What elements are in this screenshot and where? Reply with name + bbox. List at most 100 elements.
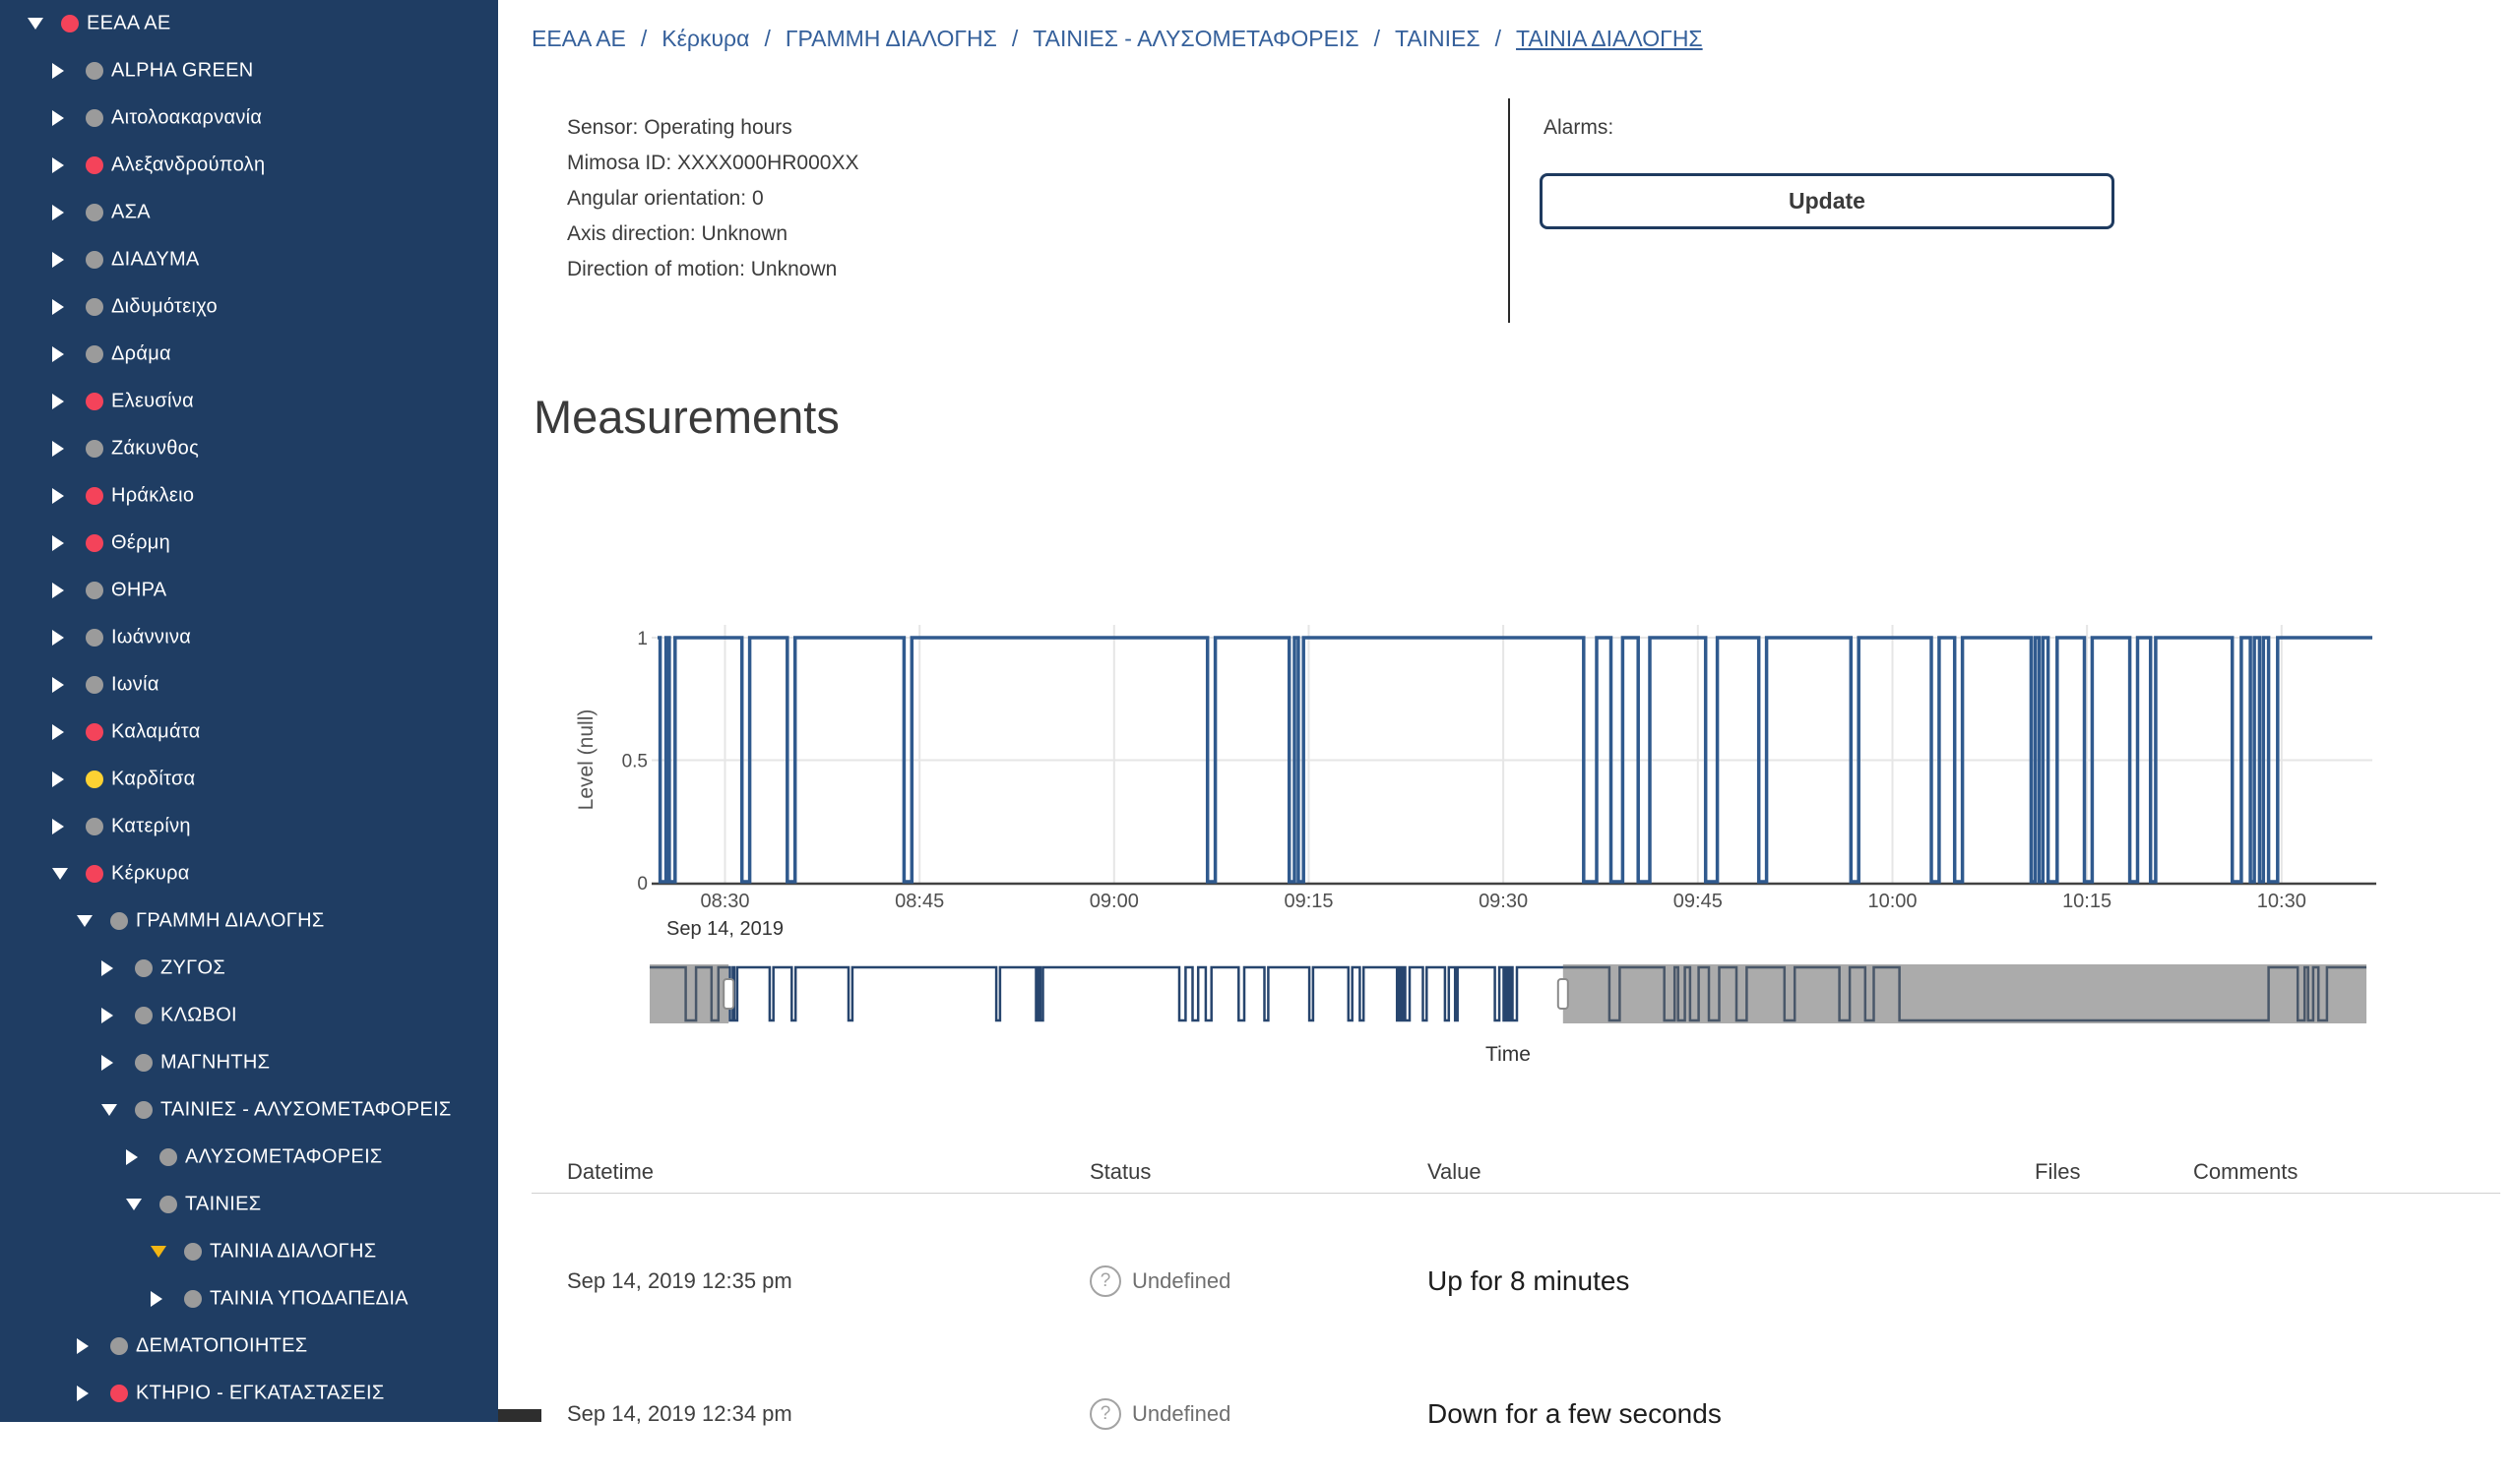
measurement-row[interactable]: Sep 14, 2019 12:35 pm?UndefinedUp for 8 …: [498, 1214, 2520, 1347]
sidebar-item-label: Ιωνία: [111, 674, 159, 697]
status-dot-icon: [184, 1290, 202, 1308]
tree-toggle-right-icon[interactable]: [52, 583, 64, 598]
measurement-datetime: Sep 14, 2019 12:34 pm: [567, 1401, 792, 1427]
tree-toggle-down-icon[interactable]: [52, 868, 68, 880]
sensor-info-line: Sensor: Operating hours: [567, 110, 858, 146]
tree-toggle-right-icon[interactable]: [52, 299, 64, 315]
breadcrumb-link[interactable]: EEAA AE: [532, 26, 626, 51]
update-button[interactable]: Update: [1540, 173, 2114, 229]
tree-toggle-right-icon[interactable]: [101, 1008, 113, 1023]
horizontal-scrollbar-thumb[interactable]: [498, 1409, 541, 1422]
tree-toggle-right-icon[interactable]: [52, 394, 64, 409]
tree-toggle-right-icon[interactable]: [52, 110, 64, 126]
measurements-chart[interactable]: 08:3008:4509:0009:1509:3009:4510:0010:15…: [498, 590, 2520, 1082]
sidebar-item-label: ΘΗΡΑ: [111, 580, 166, 602]
sidebar-tree-item[interactable]: ΑΛΥΣΟΜΕΤΑΦΟΡΕΙΣ: [0, 1134, 498, 1181]
tree-toggle-right-icon[interactable]: [52, 677, 64, 693]
x-tick-label: 09:45: [1673, 891, 1723, 912]
sidebar-tree-item[interactable]: Καρδίτσα: [0, 756, 498, 803]
tree-toggle-right-icon[interactable]: [52, 441, 64, 457]
navigator-handle-right[interactable]: [1558, 979, 1568, 1009]
tree-toggle-right-icon[interactable]: [52, 205, 64, 220]
breadcrumb-separator: /: [641, 26, 647, 51]
navigator-mask-left[interactable]: [650, 964, 728, 1023]
tree-toggle-right-icon[interactable]: [126, 1149, 138, 1165]
breadcrumb-separator: /: [1012, 26, 1018, 51]
navigator-handle-left[interactable]: [724, 979, 733, 1009]
sidebar-tree-item[interactable]: Θέρμη: [0, 520, 498, 567]
sidebar-item-label: Ελευσίνα: [111, 391, 194, 413]
sidebar-tree-item[interactable]: ΚΤΗΡΙΟ - ΕΓΚΑΤΑΣΤΑΣΕΙΣ: [0, 1370, 498, 1417]
sidebar-tree-item[interactable]: Ιωνία: [0, 661, 498, 709]
measurement-status: ?Undefined: [1090, 1398, 1230, 1430]
navigator-mask-right[interactable]: [1563, 964, 2366, 1023]
x-axis-date-label: Sep 14, 2019: [666, 918, 784, 940]
tree-toggle-right-icon[interactable]: [77, 1338, 89, 1354]
status-dot-icon: [86, 204, 103, 221]
tree-toggle-down-icon[interactable]: [126, 1199, 142, 1210]
breadcrumb-link[interactable]: ΓΡΑΜΜΗ ΔΙΑΛΟΓΗΣ: [786, 26, 997, 51]
sidebar-tree-item[interactable]: ΔΕΜΑΤΟΠΟΙΗΤΕΣ: [0, 1323, 498, 1370]
tree-toggle-down-icon[interactable]: [77, 915, 93, 927]
page-title: Measurements: [534, 390, 840, 444]
measurement-row[interactable]: Sep 14, 2019 12:34 pm ?Undefined Down for …: [498, 1347, 2520, 1480]
breadcrumb-link[interactable]: ΤΑΙΝΙΑ ΔΙΑΛΟΓΗΣ: [1516, 26, 1703, 51]
sidebar-tree-item[interactable]: ΤΑΙΝΙΑ ΥΠΟΔΑΠΕΔΙΑ: [0, 1275, 498, 1323]
breadcrumb-link[interactable]: ΤΑΙΝΙΕΣ: [1395, 26, 1480, 51]
tree-toggle-right-icon[interactable]: [52, 488, 64, 504]
tree-toggle-right-icon[interactable]: [101, 1055, 113, 1071]
sensor-info-line: Direction of motion: Unknown: [567, 252, 858, 287]
tree-toggle-right-icon[interactable]: [52, 346, 64, 362]
sidebar-tree-item[interactable]: Ζάκυνθος: [0, 425, 498, 472]
sidebar-tree-item[interactable]: ΓΡΑΜΜΗ ΔΙΑΛΟΓΗΣ: [0, 897, 498, 945]
sidebar-tree-item[interactable]: ALPHA GREEN: [0, 47, 498, 94]
sidebar-tree-item[interactable]: Αλεξανδρούπολη: [0, 142, 498, 189]
sidebar-tree-item[interactable]: ΖΥΓΟΣ: [0, 945, 498, 992]
measurement-value: Down for a few seconds: [1427, 1398, 1722, 1430]
tree-toggle-right-icon[interactable]: [52, 535, 64, 551]
sidebar-tree-item[interactable]: ΤΑΙΝΙΕΣ - ΑΛΥΣΟΜΕΤΑΦΟΡΕΙΣ: [0, 1086, 498, 1134]
tree-toggle-right-icon[interactable]: [52, 630, 64, 646]
sidebar-item-label: Ζάκυνθος: [111, 438, 199, 461]
sidebar-tree-item[interactable]: Κατερίνη: [0, 803, 498, 850]
tree-toggle-right-icon[interactable]: [52, 157, 64, 173]
sidebar-tree-item[interactable]: ΜΑΓΝΗΤΗΣ: [0, 1039, 498, 1086]
status-dot-icon: [86, 440, 103, 458]
tree-toggle-right-icon[interactable]: [52, 63, 64, 79]
tree-toggle-right-icon[interactable]: [151, 1291, 162, 1307]
sidebar-tree-item[interactable]: Αιτολοακαρνανία: [0, 94, 498, 142]
sidebar-tree-item[interactable]: EEAA AE: [0, 0, 498, 47]
status-dot-icon: [86, 771, 103, 788]
tree-toggle-right-icon[interactable]: [52, 252, 64, 268]
sidebar-tree-item[interactable]: ΔΙΑΔΥΜΑ: [0, 236, 498, 283]
sidebar-tree-item[interactable]: ΤΑΙΝΙΕΣ: [0, 1181, 498, 1228]
sidebar-item-label: ΑΣΑ: [111, 202, 151, 224]
breadcrumb-link[interactable]: ΤΑΙΝΙΕΣ - ΑΛΥΣΟΜΕΤΑΦΟΡΕΙΣ: [1033, 26, 1358, 51]
sidebar-tree-item[interactable]: Ιωάννινα: [0, 614, 498, 661]
status-dot-icon: [110, 1385, 128, 1402]
status-dot-icon: [184, 1243, 202, 1261]
tree-toggle-down-icon[interactable]: [151, 1246, 166, 1258]
sidebar-tree-item[interactable]: Καλαμάτα: [0, 709, 498, 756]
breadcrumb-link[interactable]: Κέρκυρα: [662, 26, 749, 51]
sidebar-tree-item[interactable]: Διδυμότειχο: [0, 283, 498, 331]
measurement-status: ?Undefined: [1090, 1265, 1230, 1297]
sidebar-tree-item[interactable]: ΚΛΩΒΟΙ: [0, 992, 498, 1039]
sidebar-item-label: ΔΕΜΑΤΟΠΟΙΗΤΕΣ: [136, 1335, 307, 1358]
tree-toggle-down-icon[interactable]: [28, 18, 43, 30]
x-tick-label: 08:30: [700, 891, 749, 912]
tree-toggle-down-icon[interactable]: [101, 1104, 117, 1116]
sidebar-tree-item[interactable]: ΘΗΡΑ: [0, 567, 498, 614]
sidebar-tree-item[interactable]: Κέρκυρα: [0, 850, 498, 897]
tree-toggle-right-icon[interactable]: [77, 1386, 89, 1401]
sidebar-tree-item[interactable]: ΤΑΙΝΙΑ ΔΙΑΛΟΓΗΣ: [0, 1228, 498, 1275]
sidebar-tree-item[interactable]: Ελευσίνα: [0, 378, 498, 425]
sidebar-tree-item[interactable]: Δράμα: [0, 331, 498, 378]
tree-toggle-right-icon[interactable]: [52, 724, 64, 740]
sidebar-tree-item[interactable]: ΑΣΑ: [0, 189, 498, 236]
sidebar-tree-item[interactable]: Ηράκλειο: [0, 472, 498, 520]
tree-toggle-right-icon[interactable]: [52, 819, 64, 834]
tree-toggle-right-icon[interactable]: [101, 960, 113, 976]
chart-navigator[interactable]: [650, 964, 2366, 1023]
tree-toggle-right-icon[interactable]: [52, 771, 64, 787]
